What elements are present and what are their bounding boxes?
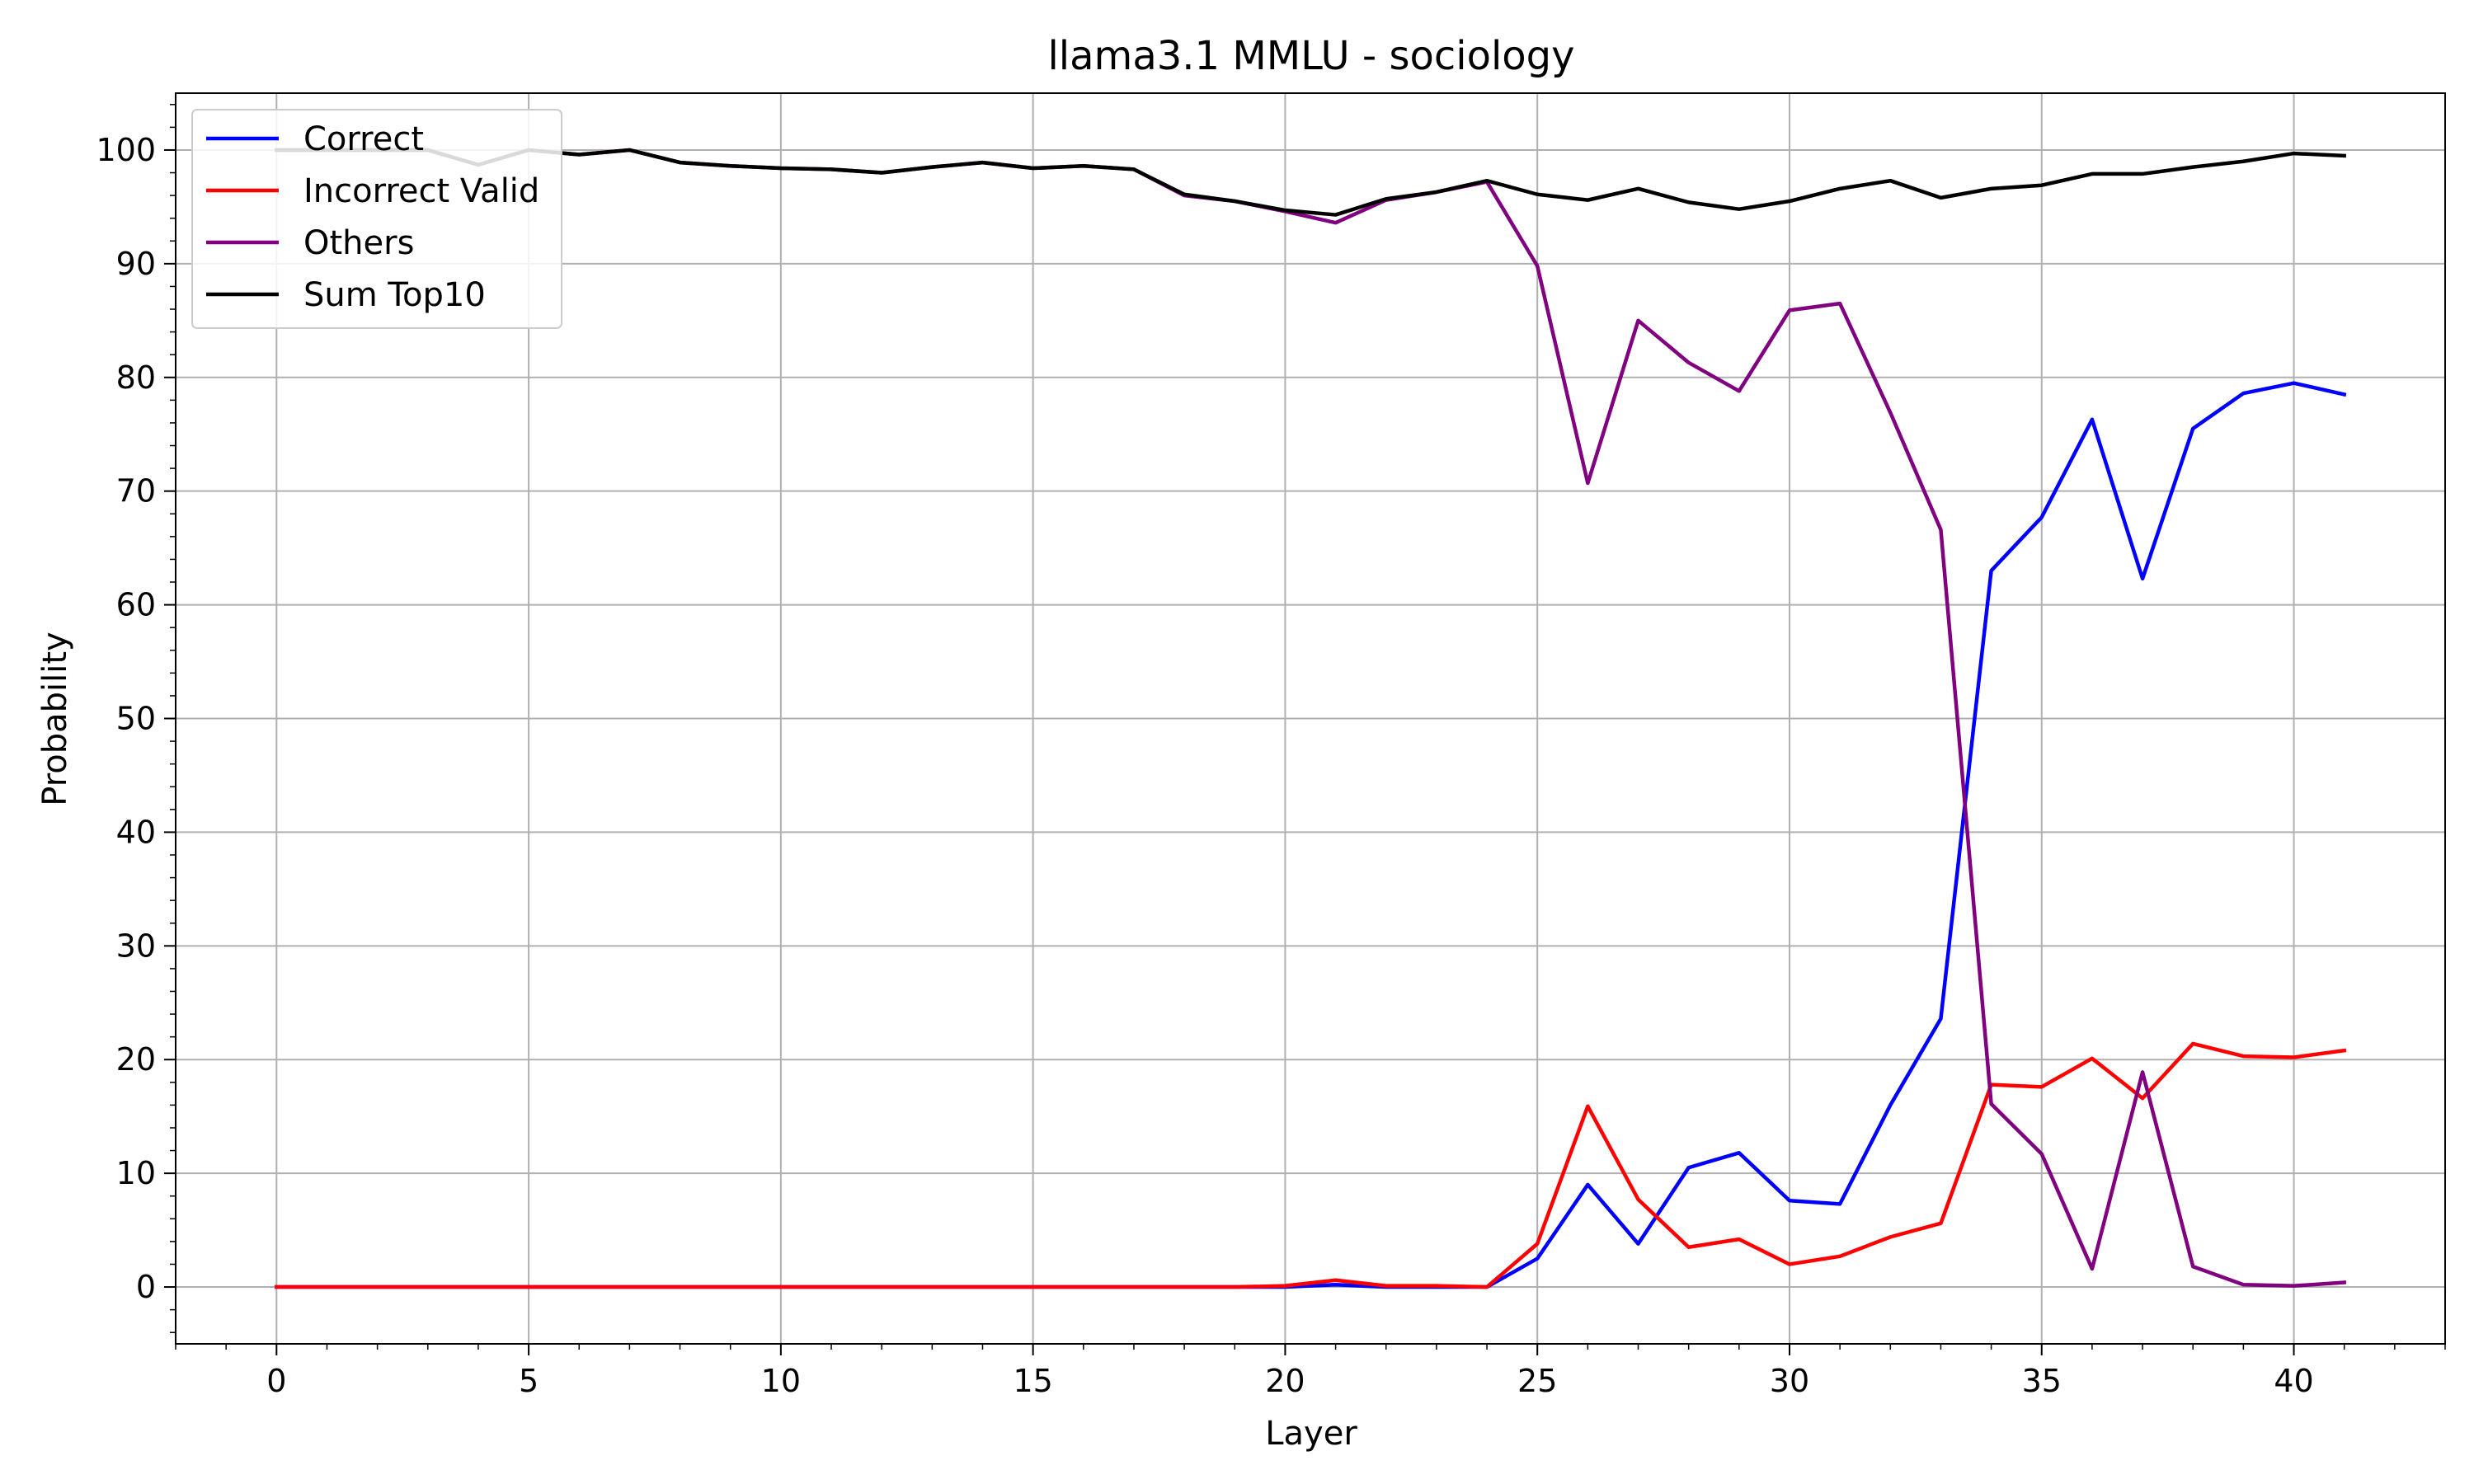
y-tick-label: 60 <box>116 587 156 623</box>
legend-label-sum-top10: Sum Top10 <box>303 276 486 314</box>
y-tick-label: 50 <box>116 701 156 737</box>
y-axis-label: Probability <box>36 632 74 805</box>
x-tick-label: 30 <box>1770 1363 1809 1399</box>
series-line-sum-top10 <box>275 148 2347 217</box>
x-axis-label: Layer <box>1265 1415 1357 1453</box>
chart-title: llama3.1 MMLU - sociology <box>1047 33 1574 79</box>
legend-box <box>191 109 562 329</box>
legend-label-incorrect-valid: Incorrect Valid <box>303 172 539 210</box>
y-tick-label: 90 <box>116 246 156 282</box>
series-line-incorrect-valid <box>275 1041 2347 1289</box>
series-lines <box>275 148 2347 1289</box>
x-tick-label: 20 <box>1265 1363 1305 1399</box>
legend-label-others: Others <box>303 224 414 262</box>
legend: Correct Incorrect Valid Others Sum Top10 <box>191 109 562 329</box>
axis-ticks: 0 5 10 15 20 25 30 35 40 0 10 20 30 40 50 60 70 80 90 100 <box>96 104 2446 1399</box>
x-tick-label: 35 <box>2022 1363 2062 1399</box>
y-tick-label: 10 <box>116 1155 156 1191</box>
y-tick-label: 70 <box>116 473 156 510</box>
x-tick-label: 5 <box>519 1363 539 1399</box>
y-tick-label: 30 <box>116 928 156 964</box>
x-tick-label: 25 <box>1517 1363 1557 1399</box>
legend-label-correct: Correct <box>303 120 424 158</box>
x-tick-label: 15 <box>1013 1363 1052 1399</box>
y-tick-label: 40 <box>116 814 156 850</box>
y-tick-label: 80 <box>116 359 156 396</box>
y-tick-label: 0 <box>136 1269 156 1305</box>
x-tick-label: 0 <box>266 1363 286 1399</box>
y-tick-label: 100 <box>96 132 156 168</box>
y-tick-label: 20 <box>116 1041 156 1078</box>
x-tick-label: 40 <box>2274 1363 2313 1399</box>
x-tick-label: 10 <box>761 1363 801 1399</box>
